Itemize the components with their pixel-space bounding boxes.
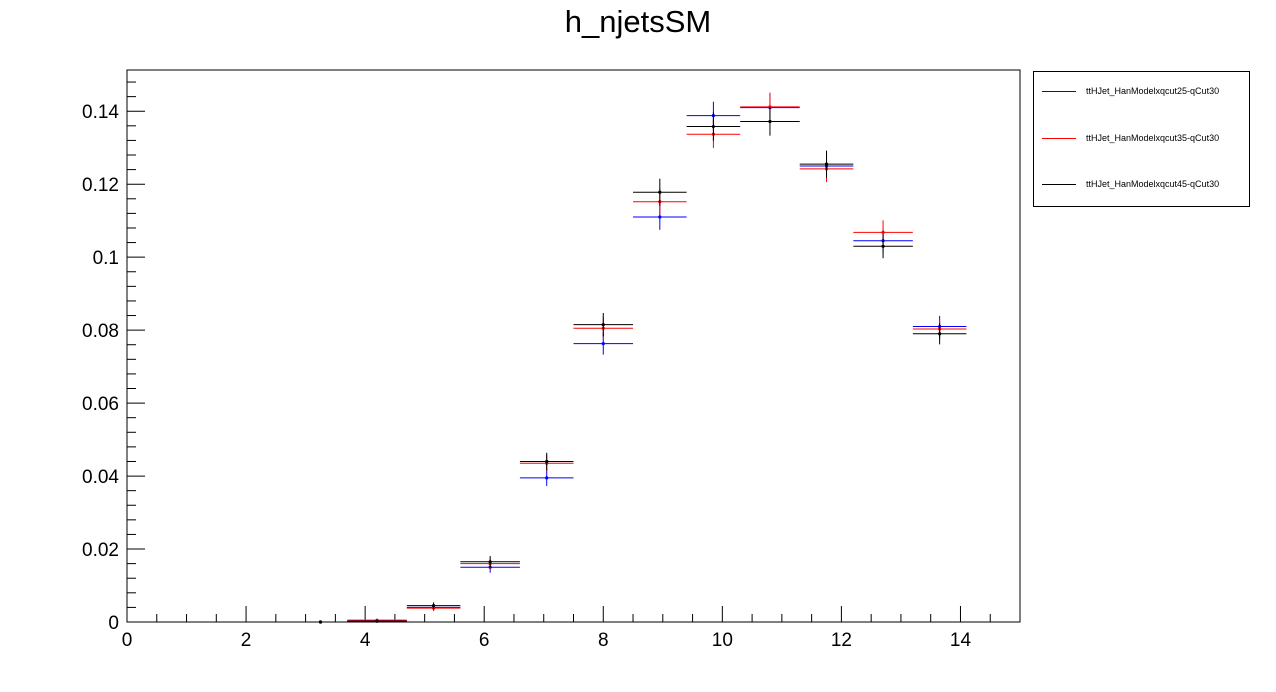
series-2-point-8 <box>768 119 772 124</box>
legend-label-2: ttHJet_HanModelxqcut45-qCut30 <box>1086 179 1220 189</box>
plot-frame <box>126 69 1021 623</box>
series-1-point-8 <box>768 105 772 109</box>
legend-entry-1: ttHJet_HanModelxqcut35-qCut30 <box>1042 130 1219 146</box>
series-2-point-2 <box>431 603 436 608</box>
series-2-point-3 <box>488 560 492 564</box>
series-2-point-7 <box>711 124 716 129</box>
y-tick-label: 0.04 <box>82 467 119 488</box>
x-tick-label: 10 <box>712 630 733 651</box>
legend: ttHJet_HanModelxqcut25-qCut30 ttHJet_Han… <box>1033 71 1250 207</box>
series-2-point-10 <box>881 244 885 248</box>
legend-line-2 <box>1042 183 1076 185</box>
series-2-point-0 <box>318 620 323 624</box>
series-1-point-10 <box>881 230 885 234</box>
legend-label-1: ttHJet_HanModelxqcut35-qCut30 <box>1086 133 1220 143</box>
legend-line-0 <box>1042 90 1076 92</box>
x-tick-label: 14 <box>950 630 972 651</box>
series-2-point-9 <box>824 162 829 166</box>
x-tick-label: 8 <box>598 630 609 651</box>
series-2-point-11 <box>938 332 942 336</box>
x-tick-label: 0 <box>122 630 133 651</box>
y-tick-label: 0.12 <box>82 175 119 196</box>
x-tick-label: 2 <box>241 630 252 651</box>
chart-title: h_njetsSM <box>564 4 712 39</box>
series-2-point-1 <box>375 619 379 623</box>
x-tick-label: 4 <box>360 630 371 651</box>
x-tick-label: 12 <box>831 630 852 651</box>
series-0-point-6 <box>658 215 662 219</box>
series-0-point-4 <box>545 476 549 480</box>
legend-line-1 <box>1042 137 1076 139</box>
series-2-point-4 <box>545 459 549 464</box>
legend-entry-0: ttHJet_HanModelxqcut25-qCut30 <box>1042 83 1219 99</box>
legend-entry-2: ttHJet_HanModelxqcut45-qCut30 <box>1042 176 1219 192</box>
series-2-point-5 <box>601 323 605 327</box>
series-2-point-6 <box>658 190 662 194</box>
y-tick-label: 0.14 <box>82 102 119 123</box>
y-tick-label: 0.06 <box>82 394 119 415</box>
y-tick-label: 0.02 <box>82 540 119 561</box>
y-tick-label: 0.08 <box>82 321 119 342</box>
legend-label-0: ttHJet_HanModelxqcut25-qCut30 <box>1086 86 1220 96</box>
y-tick-label: 0.1 <box>93 248 119 269</box>
y-tick-label: 0 <box>108 613 119 634</box>
x-tick-label: 6 <box>479 630 490 651</box>
series-0-point-5 <box>601 342 605 346</box>
